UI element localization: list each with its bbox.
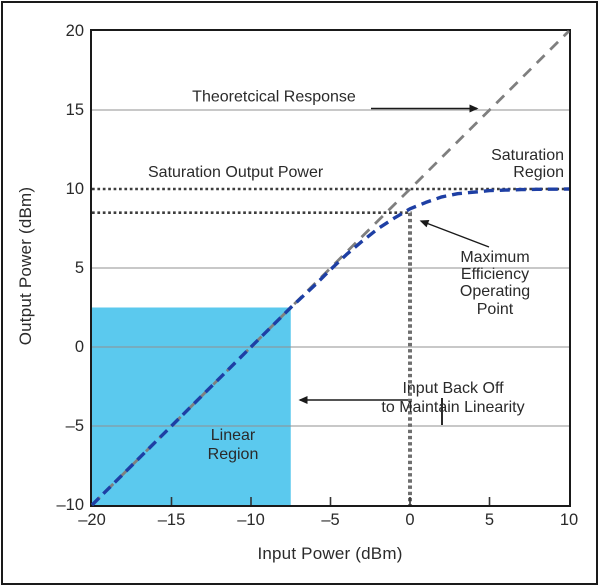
y-axis-title: Output Power (dBm): [16, 186, 35, 346]
max-efficiency-point-arrow: [419, 219, 489, 248]
y-tick-label-15: 15: [65, 100, 84, 119]
plot-area: [89, 28, 571, 507]
linear-region-label-line1: Linear: [210, 427, 256, 444]
actual-response-curve: [90, 186, 569, 506]
y-tick-label-10: 10: [65, 179, 84, 198]
max-efficiency-label-line2: Efficiency: [460, 266, 530, 284]
saturation-region-label-line2: Region: [513, 164, 564, 181]
max-efficiency-label-line4: Point: [476, 300, 514, 318]
y-tick-label--10: –10: [56, 495, 84, 514]
linear-region-label: Linear Region: [208, 427, 259, 464]
input-back-off-label-line2: to Maintain Linearity: [381, 398, 525, 416]
y-tick-label--5: –5: [65, 416, 84, 435]
y-tick-label-20: 20: [65, 21, 84, 40]
x-tick-label--15: –15: [157, 511, 186, 529]
x-axis-title: Input Power (dBm): [257, 544, 403, 563]
plot-canvas: [90, 29, 570, 506]
x-tick-label--20: –20: [78, 511, 106, 529]
x-tick-label-0: 0: [405, 511, 415, 529]
saturation-region-label-line1: Saturation: [491, 147, 564, 164]
input-back-off-label: Input Back Off to Maintain Linearity: [381, 380, 524, 417]
x-tick-label-5: 5: [484, 511, 495, 529]
max-efficiency-label-line3: Operating: [459, 283, 531, 301]
x-tick-label--10: –10: [237, 511, 265, 529]
input-back-off-label-line1: Input Back Off: [402, 380, 504, 397]
x-tick-label--5: –5: [321, 511, 340, 529]
saturation-output-power-label: Saturation Output Power: [148, 164, 324, 181]
max-efficiency-label-line1: Maximum: [460, 249, 530, 266]
y-tick-label-5: 5: [74, 258, 84, 277]
saturation-region-label: Saturation Region: [491, 147, 564, 181]
theoretical-response-label: Theoretcical Response: [192, 88, 356, 106]
linear-region-label-line2: Region: [207, 445, 259, 463]
max-efficiency-operating-point-label: Maximum Efficiency Operating Point: [460, 249, 530, 318]
x-tick-label-10: 10: [559, 511, 579, 529]
theoretical-response-line: [90, 29, 570, 506]
stray-caret-artifact: [441, 398, 443, 425]
y-tick-label-0: 0: [74, 337, 84, 356]
